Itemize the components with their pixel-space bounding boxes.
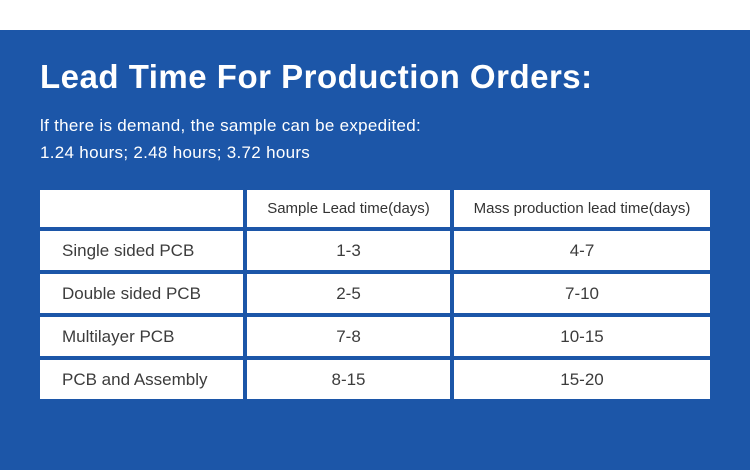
table-cell-mass-production-lead-time: 4-7 [454,231,710,271]
table-cell-sample-lead-time: 2-5 [247,274,450,314]
table-row-label: Double sided PCB [40,274,243,314]
table-header-sample-lead-time: Sample Lead time(days) [247,190,450,228]
table-row-label: PCB and Assembly [40,360,243,400]
table-row-label: Single sided PCB [40,231,243,271]
table-cell-mass-production-lead-time: 7-10 [454,274,710,314]
subtitle-line-1: lf there is demand, the sample can be ex… [40,116,422,135]
table-row-label: Multilayer PCB [40,317,243,357]
table-cell-mass-production-lead-time: 10-15 [454,317,710,357]
table-cell-mass-production-lead-time: 15-20 [454,360,710,400]
page-title: Lead Time For Production Orders: [40,58,593,95]
subtitle-line-2: 1.24 hours; 2.48 hours; 3.72 hours [40,143,311,163]
top-white-strip [0,0,750,30]
table-cell-sample-lead-time: 1-3 [247,231,450,271]
table-header-mass-production-lead-time: Mass production lead time(days) [454,190,710,228]
blue-panel: Lead Time For Production Orders: lf ther… [0,30,750,470]
lead-time-table: Sample Lead time(days) Mass production l… [40,190,710,400]
table-cell-sample-lead-time: 8-15 [247,360,450,400]
table-cell-sample-lead-time: 7-8 [247,317,450,357]
table-header-empty [40,190,243,228]
